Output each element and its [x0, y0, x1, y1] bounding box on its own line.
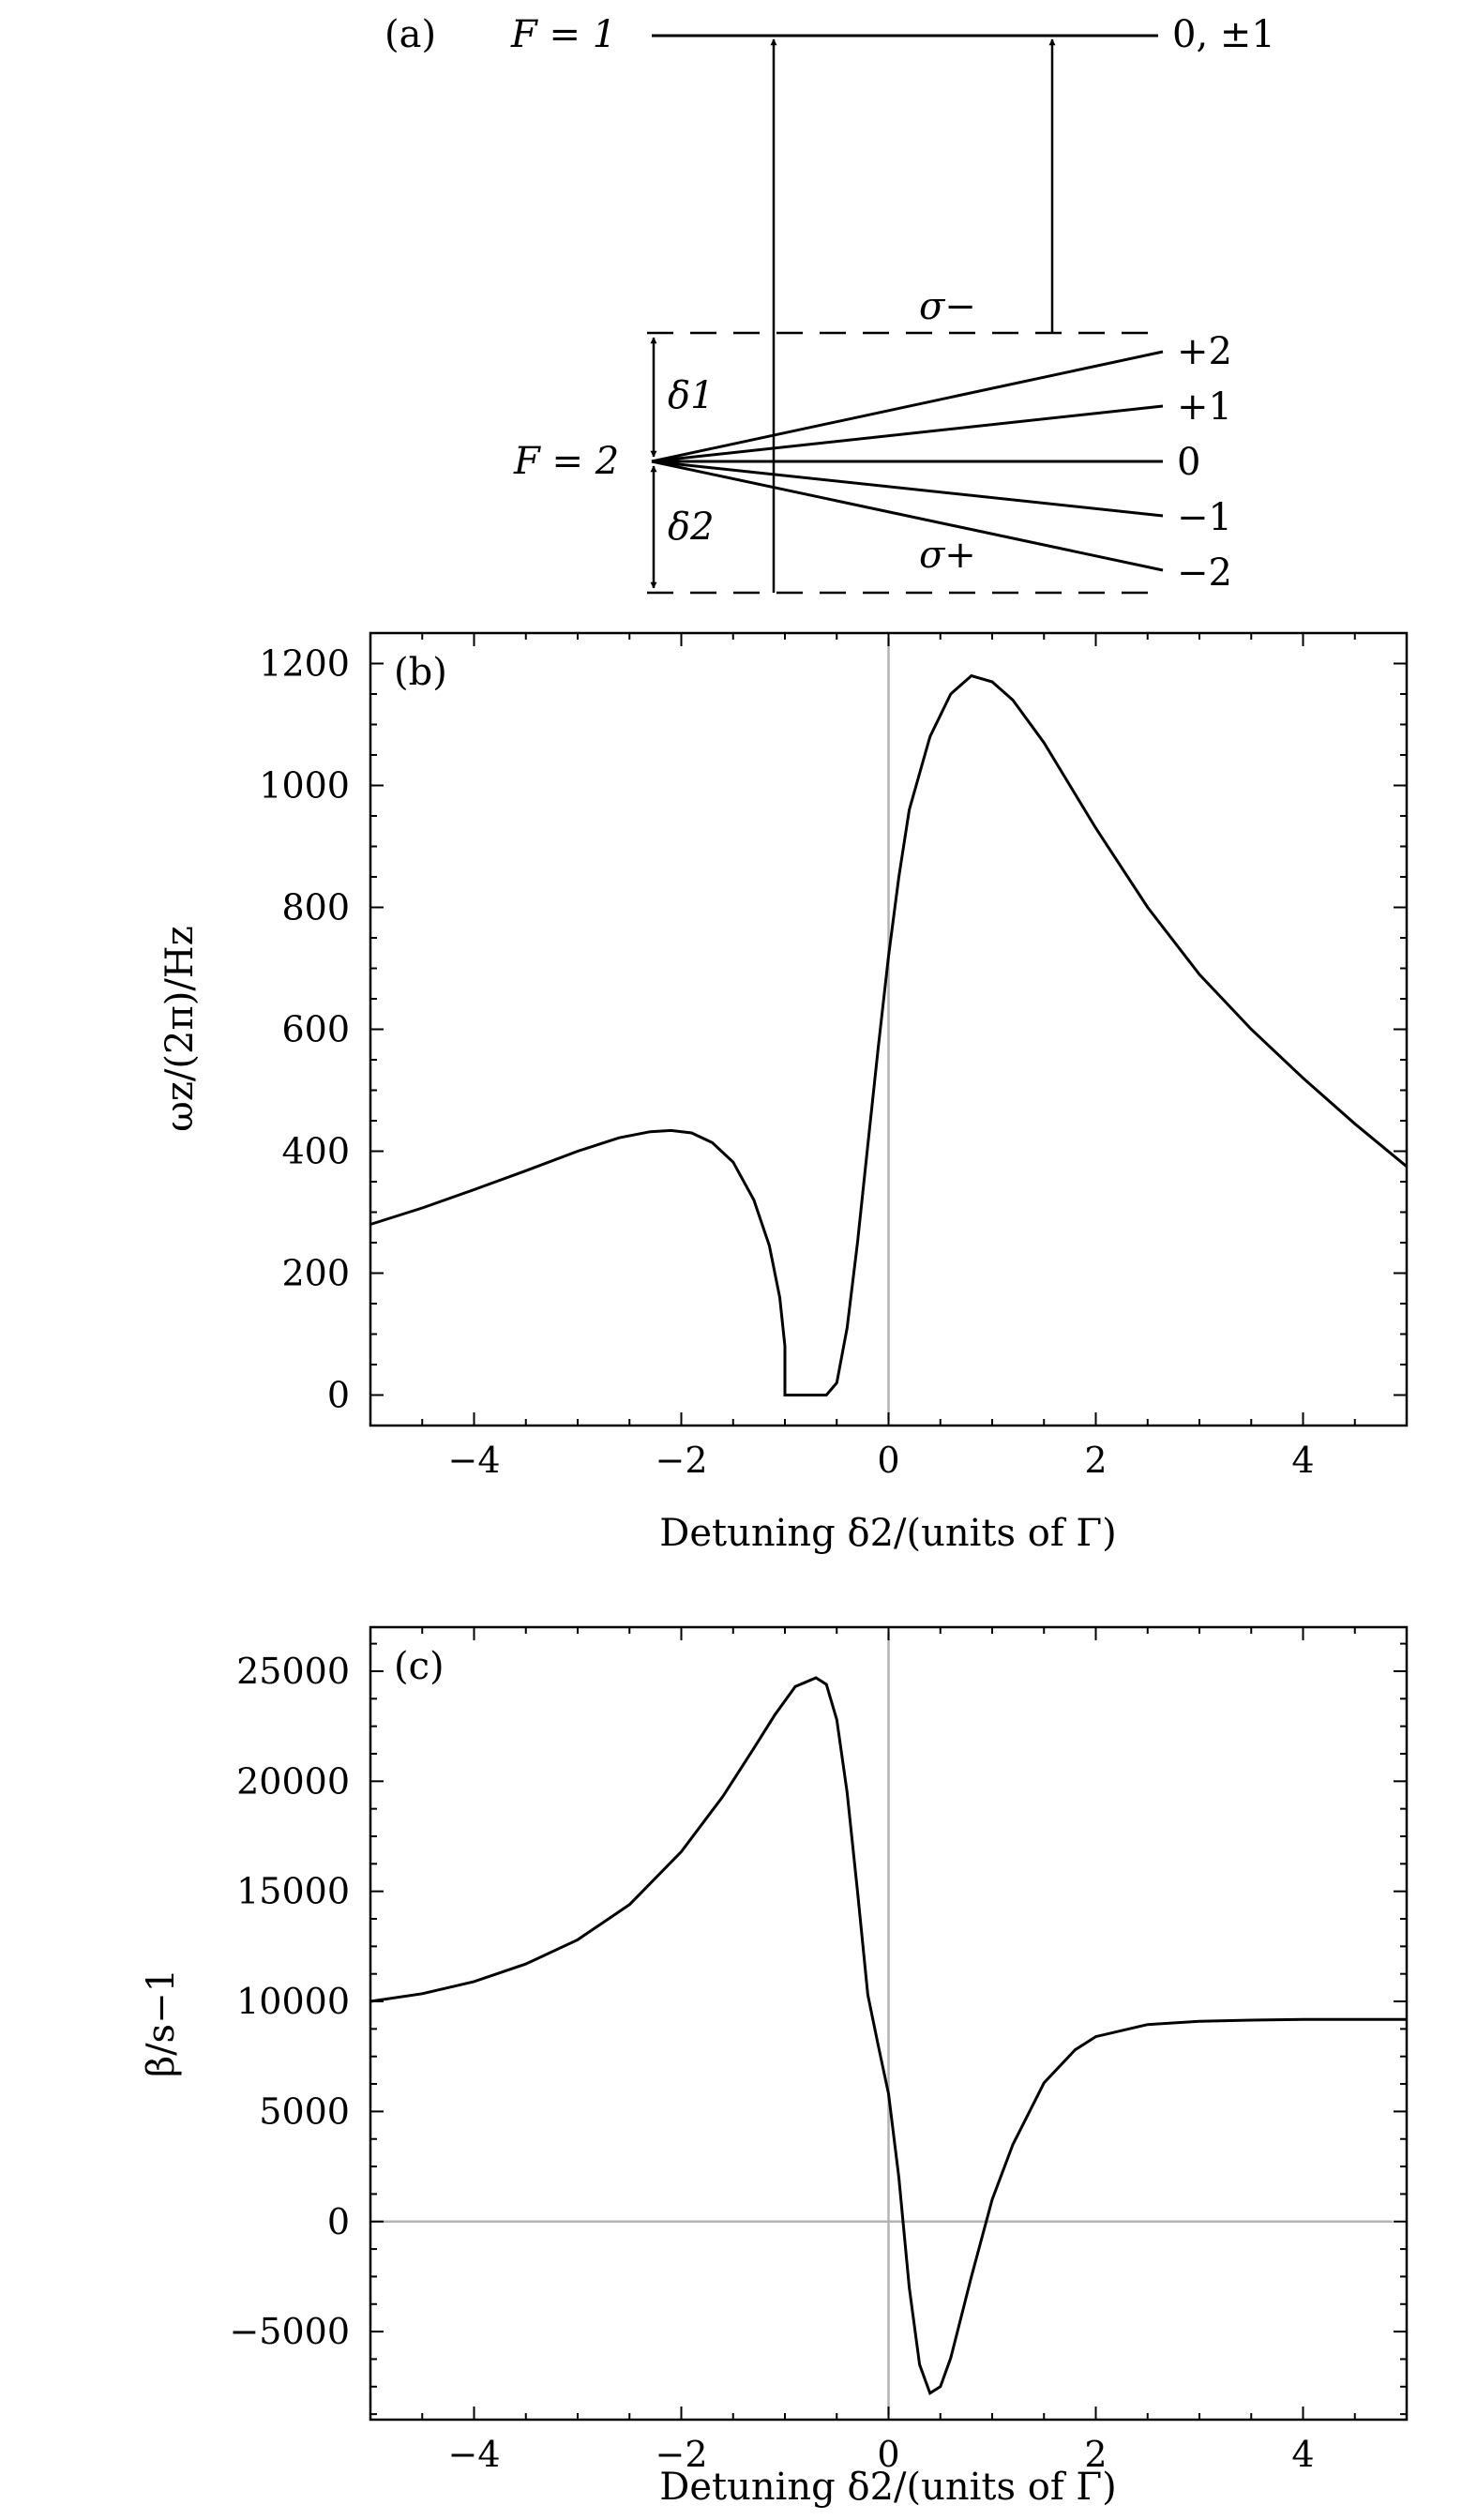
chart-c-frame	[369, 1625, 1409, 2422]
chart-c-xlabel: Detuning δ2/(units of Γ)	[659, 2466, 1116, 2509]
chart-b-xtick-label: −4	[447, 1440, 500, 1481]
chart-c-xtick-label: 2	[1084, 2434, 1107, 2475]
chart-b-frame	[369, 631, 1409, 1427]
chart-b-ytick-label: 800	[281, 887, 350, 928]
chart-c-tag: (c)	[394, 1645, 445, 1688]
sublevel-label-0: 0	[1177, 441, 1200, 484]
sigma-minus-label: σ−	[919, 285, 976, 328]
delta2-label: δ2	[668, 506, 715, 549]
upper-level-label: F = 1	[510, 13, 616, 56]
chart-b-ytick-label: 400	[281, 1131, 350, 1172]
chart-c-ytick-label: 0	[327, 2201, 350, 2242]
chart-c-xtick-label: −4	[447, 2434, 500, 2475]
chart-b-xtick-label: 2	[1084, 1440, 1107, 1481]
panel-a-tag: (a)	[384, 13, 436, 56]
chart-b: −4 −2 0 2 4 0 200 400 600 800 1000 1200 (b) Detunin…	[158, 631, 1409, 1555]
chart-b-ytick-label: 1000	[259, 765, 350, 807]
chart-c-xtick-label: −2	[655, 2434, 707, 2475]
chart-c-xtick-label: 0	[877, 2434, 899, 2475]
chart-c-ylabel: β/s−1	[140, 1969, 183, 2077]
chart-b-xlabel: Detuning δ2/(units of Γ)	[659, 1512, 1116, 1555]
chart-c-ticks: −4 −2 0 2 4 −5000 0 5000 10000 15000 20000 25000	[229, 1627, 1408, 2475]
sublevel-line-minus2	[651, 460, 1164, 572]
chart-c-ytick-label: 25000	[236, 1651, 350, 1692]
chart-c-ytick-label: 5000	[259, 2090, 350, 2132]
chart-b-ytick-label: 600	[281, 1009, 350, 1050]
chart-b-curve	[369, 673, 1408, 1396]
chart-c-ytick-label: 20000	[236, 1760, 350, 1802]
level-diagram: (a) F = 1 0, ±1 σ− σ+ F = 2 +2 +1 0 −1 −…	[384, 13, 1275, 595]
chart-b-ticks: −4 −2 0 2 4 0 200 400 600 800 1000 1200	[259, 632, 1408, 1481]
sublevel-line-minus1	[651, 460, 1164, 518]
chart-b-xtick-label: −2	[655, 1440, 707, 1481]
chart-c: −4 −2 0 2 4 −5000 0 5000 10000 15000 20000 25000 (c…	[140, 1625, 1409, 2509]
chart-c-ytick-label: 10000	[236, 1981, 350, 2022]
chart-c-curve	[369, 1676, 1407, 2396]
lower-level-label: F = 2	[513, 440, 619, 483]
sublevel-label-plus2: +2	[1177, 330, 1232, 373]
chart-b-tag: (b)	[394, 651, 447, 694]
chart-b-xtick-label: 0	[877, 1440, 899, 1481]
sublevel-label-plus1: +1	[1177, 385, 1232, 429]
chart-b-xtick-label: 4	[1291, 1440, 1314, 1481]
chart-b-ylabel: ωz/(2π)/Hz	[158, 926, 202, 1132]
chart-b-ytick-label: 200	[281, 1253, 350, 1294]
sublevel-label-minus1: −1	[1177, 496, 1232, 539]
chart-c-ytick-label: −5000	[229, 2311, 350, 2352]
sublevel-line-plus2	[651, 350, 1164, 463]
chart-c-xtick-label: 4	[1291, 2434, 1314, 2475]
sublevel-label-minus2: −2	[1177, 551, 1232, 595]
sublevel-line-plus1	[651, 404, 1164, 463]
upper-sublevels-label: 0, ±1	[1172, 13, 1275, 56]
chart-b-ytick-label: 1200	[259, 643, 350, 685]
chart-b-ytick-label: 0	[327, 1375, 350, 1416]
sigma-plus-label: σ+	[919, 534, 976, 577]
chart-c-ytick-label: 15000	[236, 1871, 350, 1912]
delta1-label: δ1	[668, 374, 715, 417]
